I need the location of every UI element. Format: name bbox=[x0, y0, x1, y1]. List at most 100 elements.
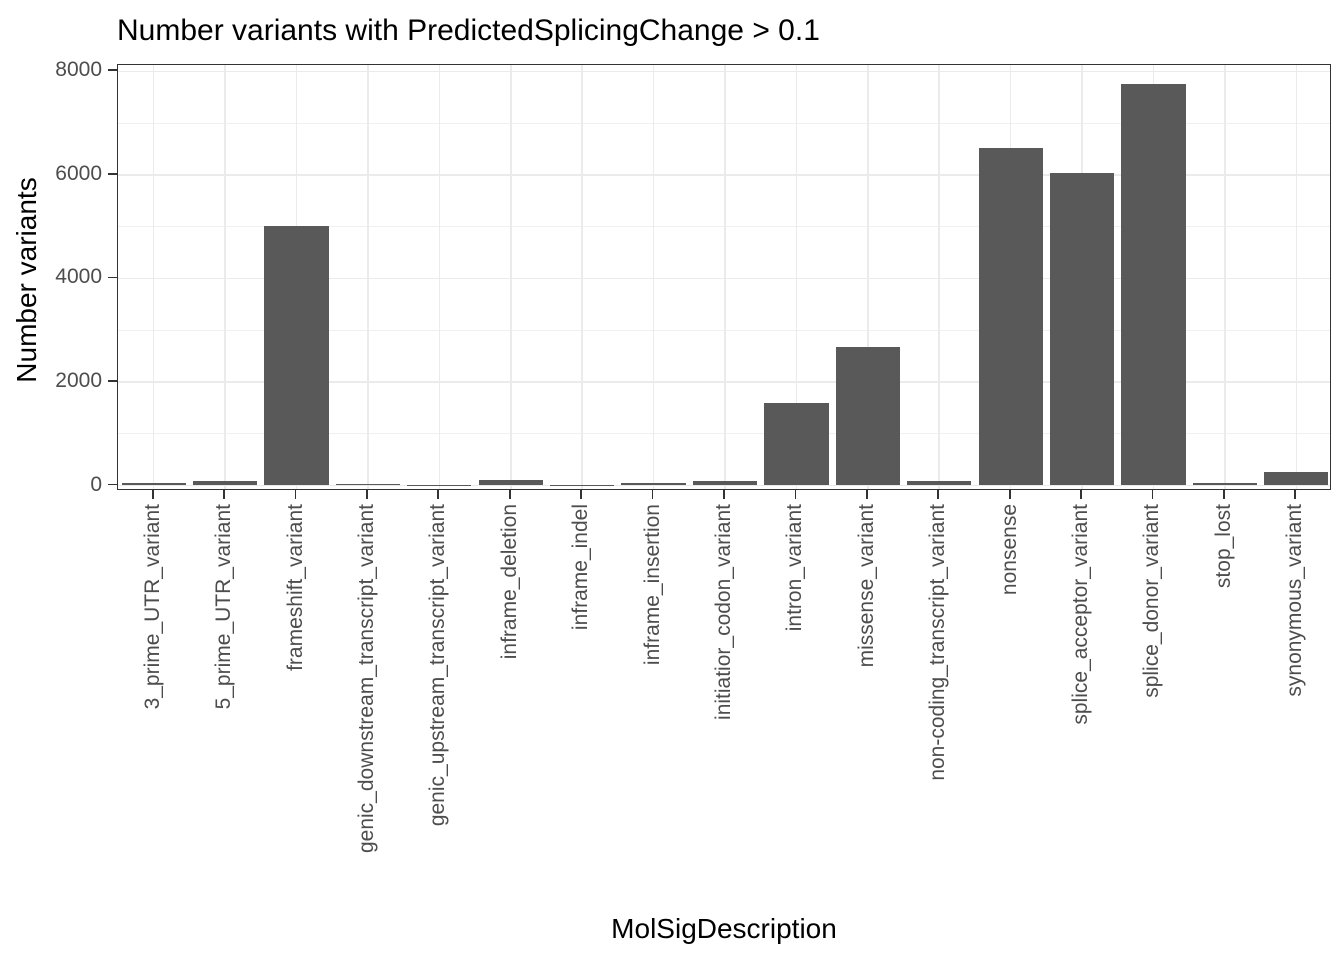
x-tick-label-text: inframe_insertion bbox=[640, 504, 664, 666]
bar bbox=[1264, 472, 1329, 486]
y-tick-mark bbox=[108, 172, 117, 175]
x-tick-label-text: 5_prime_UTR_variant bbox=[212, 504, 236, 710]
plot-panel bbox=[117, 64, 1331, 490]
gridline-horizontal-major bbox=[118, 174, 1330, 176]
gridline-vertical bbox=[367, 65, 369, 489]
chart-title: Number variants with PredictedSplicingCh… bbox=[117, 14, 820, 47]
y-tick-mark bbox=[108, 69, 117, 72]
x-tick-label: frameshift_variant bbox=[284, 504, 308, 676]
gridline-horizontal-major bbox=[118, 484, 1330, 487]
bar bbox=[478, 479, 543, 486]
gridline-horizontal-major bbox=[118, 381, 1330, 383]
x-tick-label-text: missense_variant bbox=[854, 504, 878, 668]
gridline-vertical bbox=[224, 65, 226, 489]
x-tick-mark bbox=[151, 490, 154, 499]
x-tick-mark bbox=[366, 490, 368, 499]
x-tick-label-text: 3_prime_UTR_variant bbox=[140, 504, 164, 710]
x-tick-mark bbox=[223, 490, 225, 499]
x-tick-label: synonymous_variant bbox=[1283, 504, 1307, 702]
x-tick-label: stop_lost bbox=[1212, 504, 1236, 593]
y-tick-mark bbox=[108, 380, 117, 382]
x-tick-label: 3_prime_UTR_variant bbox=[141, 504, 165, 714]
bar bbox=[264, 226, 329, 486]
x-tick-label-text: nonsense bbox=[997, 504, 1021, 596]
y-tick-label: 4000 bbox=[55, 265, 102, 289]
x-tick-label: missense_variant bbox=[855, 504, 879, 672]
x-tick-label: splice_acceptor_variant bbox=[1069, 504, 1093, 730]
x-tick-label: splice_donor_variant bbox=[1140, 504, 1164, 703]
x-tick-label-text: genic_upstream_transcript_variant bbox=[426, 504, 450, 827]
bar bbox=[835, 346, 900, 486]
gridline-vertical bbox=[867, 65, 869, 489]
x-tick-mark bbox=[723, 490, 725, 499]
x-tick-label-text: stop_lost bbox=[1211, 504, 1235, 589]
x-tick-mark bbox=[794, 490, 797, 499]
x-tick-label-text: frameshift_variant bbox=[283, 504, 307, 671]
y-tick-mark bbox=[108, 276, 117, 279]
gridline-horizontal-major bbox=[118, 277, 1330, 280]
bar bbox=[978, 148, 1043, 486]
x-tick-label-text: genic_downstream_transcript_variant bbox=[354, 504, 378, 854]
gridline-vertical bbox=[652, 65, 655, 489]
x-tick-mark bbox=[1294, 490, 1297, 499]
bar bbox=[692, 480, 758, 486]
gridline-vertical bbox=[938, 65, 940, 489]
gridline-vertical bbox=[510, 65, 512, 489]
x-tick-label: inframe_indel bbox=[569, 504, 593, 635]
gridline-horizontal-major bbox=[118, 70, 1330, 73]
gridline-vertical bbox=[724, 65, 726, 489]
bar bbox=[764, 402, 829, 486]
y-tick-label: 2000 bbox=[55, 368, 102, 392]
gridline-vertical bbox=[795, 65, 798, 489]
x-tick-label: 5_prime_UTR_variant bbox=[212, 504, 236, 714]
x-tick-mark bbox=[508, 490, 511, 499]
y-tick-label: 8000 bbox=[55, 58, 102, 82]
x-tick-mark bbox=[580, 490, 583, 499]
x-tick-mark bbox=[437, 490, 440, 499]
x-tick-label: initiatior_codon_variant bbox=[712, 504, 736, 725]
x-tick-label: intron_variant bbox=[783, 504, 807, 636]
x-tick-label-text: inframe_indel bbox=[569, 504, 593, 631]
x-tick-label: inframe_deletion bbox=[498, 504, 522, 664]
x-tick-label: genic_downstream_transcript_variant bbox=[355, 504, 379, 858]
x-tick-label-text: splice_donor_variant bbox=[1140, 504, 1164, 698]
y-tick-label: 0 bbox=[90, 472, 102, 496]
x-tick-mark bbox=[294, 490, 297, 499]
x-tick-mark bbox=[937, 490, 940, 499]
x-tick-label-text: intron_variant bbox=[783, 504, 807, 632]
x-tick-label: inframe_insertion bbox=[641, 504, 665, 670]
gridline-vertical bbox=[581, 65, 583, 489]
bar bbox=[121, 482, 186, 486]
x-tick-label-text: splice_acceptor_variant bbox=[1069, 504, 1093, 725]
x-tick-label-text: inframe_deletion bbox=[497, 504, 521, 660]
gridline-horizontal-minor bbox=[118, 329, 1330, 331]
gridline-vertical bbox=[1224, 65, 1226, 489]
x-tick-mark bbox=[1080, 490, 1082, 499]
x-tick-label: genic_upstream_transcript_variant bbox=[426, 504, 450, 831]
x-tick-mark bbox=[651, 490, 654, 499]
x-tick-label-text: non-coding_transcript_variant bbox=[926, 504, 950, 781]
x-tick-label: nonsense bbox=[998, 504, 1022, 600]
x-tick-mark bbox=[865, 490, 868, 499]
gridline-vertical bbox=[438, 65, 441, 489]
y-tick-mark bbox=[108, 483, 117, 486]
x-axis-title: MolSigDescription bbox=[611, 913, 837, 944]
x-tick-label: non-coding_transcript_variant bbox=[926, 504, 950, 786]
bar bbox=[335, 484, 401, 486]
gridline-horizontal-minor bbox=[118, 226, 1330, 228]
gridline-vertical bbox=[152, 65, 155, 489]
x-tick-label-text: initiatior_codon_variant bbox=[712, 504, 735, 720]
gridline-vertical bbox=[1295, 65, 1298, 489]
y-tick-label: 6000 bbox=[55, 161, 102, 185]
bar bbox=[1049, 173, 1115, 486]
bar bbox=[192, 481, 258, 486]
x-tick-label-text: synonymous_variant bbox=[1283, 504, 1307, 697]
bar bbox=[1192, 483, 1257, 486]
gridline-horizontal-minor bbox=[118, 433, 1330, 435]
x-tick-mark bbox=[1222, 490, 1225, 499]
x-tick-mark bbox=[1008, 490, 1011, 499]
bar bbox=[907, 480, 972, 486]
bar bbox=[621, 483, 686, 486]
x-tick-mark bbox=[1151, 490, 1154, 499]
